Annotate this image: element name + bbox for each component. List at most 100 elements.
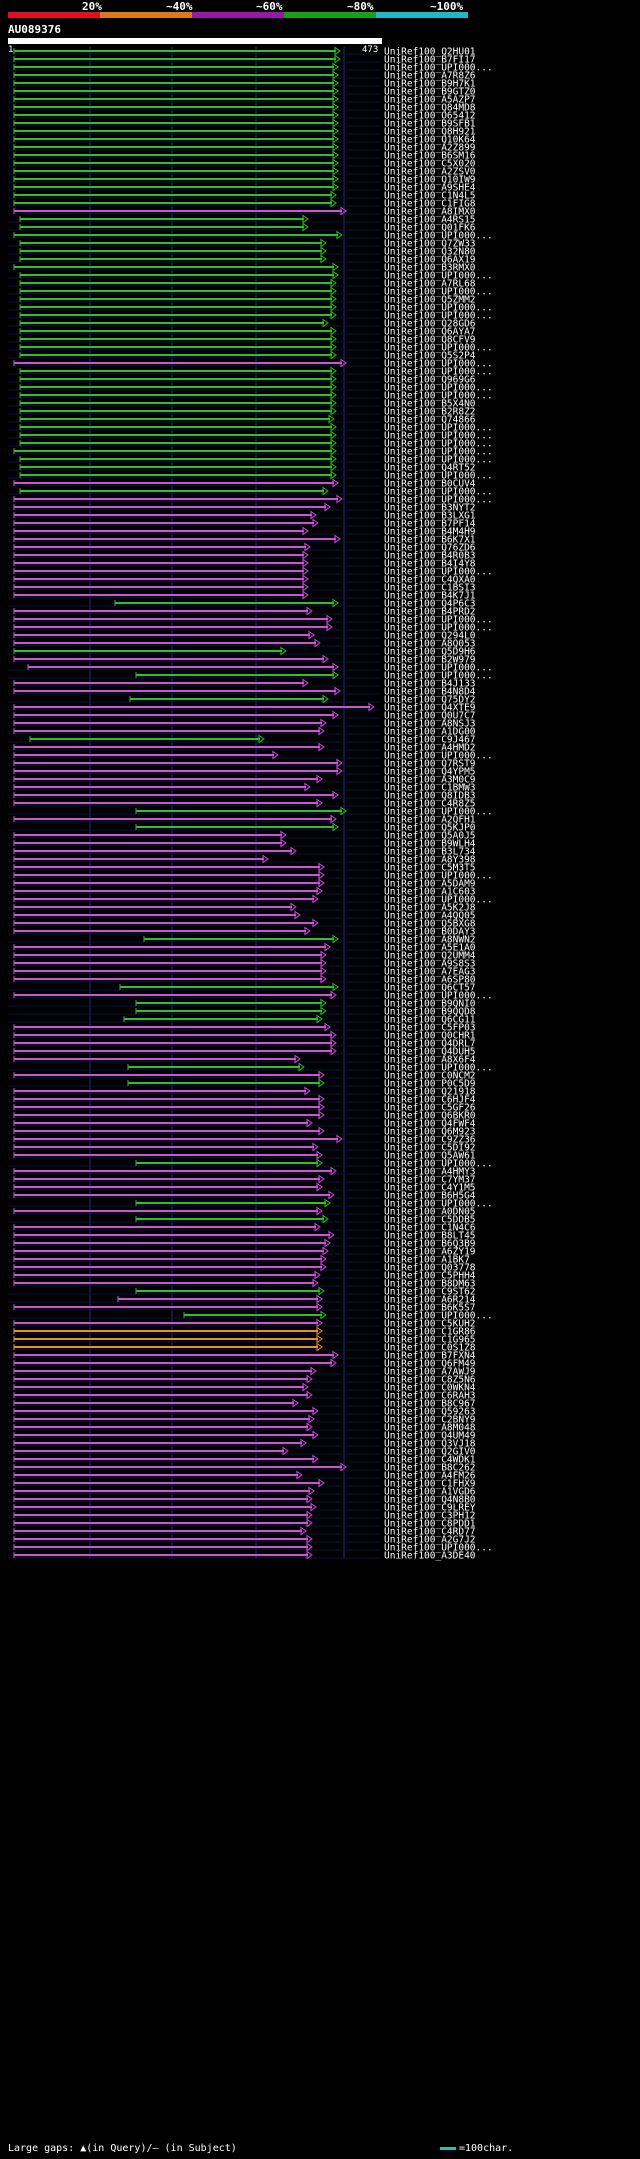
hit-name-label[interactable]: UniRef100_C5DDB5 bbox=[384, 1215, 476, 1226]
hit-name-label[interactable]: UniRef100_Q6AX19 bbox=[384, 255, 476, 266]
hit-name-label[interactable]: UniRef100_Q0CHR1 bbox=[384, 1031, 476, 1042]
hit-name-label[interactable]: UniRef100_Q3VJ18 bbox=[384, 1439, 476, 1450]
hit-name-label[interactable]: UniRef100_Q2GIV0 bbox=[384, 1447, 476, 1458]
hit-name-label[interactable]: UniRef100_Q21918 bbox=[384, 1087, 476, 1098]
hit-name-label[interactable]: UniRef100_A9S8S3 bbox=[384, 959, 476, 970]
hit-name-label[interactable]: UniRef100_Q6CT57 bbox=[384, 983, 476, 994]
hit-name-label[interactable]: UniRef100_Q32N80 bbox=[384, 247, 476, 258]
hit-name-label[interactable]: UniRef100_B7FI17 bbox=[384, 55, 476, 66]
hit-name-label[interactable]: UniRef100_A5E1A0 bbox=[384, 943, 476, 954]
hit-name-label[interactable]: UniRef100_C6HJF4 bbox=[384, 1095, 476, 1106]
hit-name-label[interactable]: UniRef100_UPI000... bbox=[384, 1199, 493, 1210]
hit-name-label[interactable]: UniRef100_A5AZP7 bbox=[384, 95, 476, 106]
hit-name-label[interactable]: UniRef100_Q4DUH5 bbox=[384, 1047, 476, 1058]
hit-name-label[interactable]: UniRef100_Q294L0 bbox=[384, 631, 476, 642]
hit-name-label[interactable]: UniRef100_B8C967 bbox=[384, 1399, 476, 1410]
hit-name-label[interactable]: UniRef100_C1BSI3 bbox=[384, 583, 476, 594]
hit-name-label[interactable]: UniRef100_UPI000... bbox=[384, 271, 493, 282]
hit-name-label[interactable]: UniRef100_C1BMW3 bbox=[384, 783, 476, 794]
hit-name-label[interactable]: UniRef100_UPI000... bbox=[384, 871, 493, 882]
hit-name-label[interactable]: UniRef100_Q4YPM5 bbox=[384, 767, 476, 778]
hit-name-label[interactable]: UniRef100_UPI000... bbox=[384, 991, 493, 1002]
hit-name-label[interactable]: UniRef100_B3L734 bbox=[384, 847, 476, 858]
hit-name-label[interactable]: UniRef100_A2G7J2 bbox=[384, 1535, 476, 1546]
hit-name-label[interactable]: UniRef100_C1N4C6 bbox=[384, 1223, 476, 1234]
hit-name-label[interactable]: UniRef100_Q5A0J5 bbox=[384, 831, 476, 842]
hit-name-label[interactable]: UniRef100_A8M048 bbox=[384, 1423, 476, 1434]
hit-name-label[interactable]: UniRef100_C5X020 bbox=[384, 159, 476, 170]
hit-name-label[interactable]: UniRef100_Q7ZW33 bbox=[384, 239, 476, 250]
hit-name-label[interactable]: UniRef100_C8PDD1 bbox=[384, 1519, 476, 1530]
hit-name-label[interactable]: UniRef100_B4PRD2 bbox=[384, 607, 476, 618]
hit-name-label[interactable]: UniRef100_C1G965 bbox=[384, 1335, 476, 1346]
hit-name-label[interactable]: UniRef100_A7AWJ9 bbox=[384, 1367, 476, 1378]
hit-name-label[interactable]: UniRef100_UPI000... bbox=[384, 455, 493, 466]
hit-name-label[interactable]: UniRef100_B0DAY3 bbox=[384, 927, 476, 938]
hit-name-label[interactable]: UniRef100_B6SM16 bbox=[384, 151, 476, 162]
hit-name-label[interactable]: UniRef100_UPI000... bbox=[384, 343, 493, 354]
hit-name-label[interactable]: UniRef100_B5X4N0 bbox=[384, 399, 476, 410]
hit-name-label[interactable]: UniRef100_A6SP80 bbox=[384, 975, 476, 986]
hit-name-label[interactable]: UniRef100_Q28GD6 bbox=[384, 319, 476, 330]
hit-name-label[interactable]: UniRef100_C4QXA0 bbox=[384, 575, 476, 586]
hit-name-label[interactable]: UniRef100_B9H7K1 bbox=[384, 79, 476, 90]
hit-name-label[interactable]: UniRef100_C1FHX9 bbox=[384, 1479, 476, 1490]
hit-name-label[interactable]: UniRef100_C9LREY bbox=[384, 1503, 476, 1514]
hit-name-label[interactable]: UniRef100_B6K5S7 bbox=[384, 1303, 476, 1314]
hit-name-label[interactable]: UniRef100_Q8CFV9 bbox=[384, 335, 476, 346]
hit-name-label[interactable]: UniRef100_C0WKN4 bbox=[384, 1383, 476, 1394]
hit-name-label[interactable]: UniRef100_C5M3T5 bbox=[384, 863, 476, 874]
hit-name-label[interactable]: UniRef100_C5FP03 bbox=[384, 1023, 476, 1034]
hit-name-label[interactable]: UniRef100_UPI000... bbox=[384, 487, 493, 498]
hit-name-label[interactable]: UniRef100_C0S1Z8 bbox=[384, 1343, 476, 1354]
hit-name-label[interactable]: UniRef100_A1VGD6 bbox=[384, 1487, 476, 1498]
hit-name-label[interactable]: UniRef100_UPI000... bbox=[384, 663, 493, 674]
hit-name-label[interactable]: UniRef100_B6K7X1 bbox=[384, 535, 476, 546]
hit-name-label[interactable]: UniRef100_Q6FM49 bbox=[384, 1359, 476, 1370]
hit-name-label[interactable]: UniRef100_B6H5G4 bbox=[384, 1191, 476, 1202]
hit-name-label[interactable]: UniRef100_C9ZZ36 bbox=[384, 1135, 476, 1146]
hit-name-label[interactable]: UniRef100_A4FM26 bbox=[384, 1471, 476, 1482]
hit-name-label[interactable]: UniRef100_C4RD77 bbox=[384, 1527, 476, 1538]
hit-name-label[interactable]: UniRef100_Q59263 bbox=[384, 1407, 476, 1418]
hit-name-label[interactable]: UniRef100_C1GR86 bbox=[384, 1327, 476, 1338]
hit-name-label[interactable]: UniRef100_C5PHH4 bbox=[384, 1271, 476, 1282]
hit-name-label[interactable]: UniRef100_UPI000... bbox=[384, 367, 493, 378]
hit-name-label[interactable]: UniRef100_B2R8Z2 bbox=[384, 407, 476, 418]
hit-name-label[interactable]: UniRef100_B4M4H9 bbox=[384, 527, 476, 538]
hit-name-label[interactable]: UniRef100_A8NWN2 bbox=[384, 935, 476, 946]
hit-name-label[interactable]: UniRef100_Q6AYA7 bbox=[384, 327, 476, 338]
hit-name-label[interactable]: UniRef100_B9SFB1 bbox=[384, 119, 476, 130]
hit-name-label[interactable]: UniRef100_Q5S2P4 bbox=[384, 351, 476, 362]
hit-name-label[interactable]: UniRef100_UPI000... bbox=[384, 303, 493, 314]
hit-name-label[interactable]: UniRef100_Q5D9H6 bbox=[384, 647, 476, 658]
hit-name-label[interactable]: UniRef100_A7EAG3 bbox=[384, 967, 476, 978]
hit-name-label[interactable]: UniRef100_A4RS15 bbox=[384, 215, 476, 226]
hit-name-label[interactable]: UniRef100_C0NCM2 bbox=[384, 1071, 476, 1082]
hit-name-label[interactable]: UniRef100_B4N8D4 bbox=[384, 687, 476, 698]
hit-name-label[interactable]: UniRef100_UPI000... bbox=[384, 231, 493, 242]
hit-name-label[interactable]: UniRef100_A4QQ05 bbox=[384, 911, 476, 922]
hit-name-label[interactable]: UniRef100_UPI000... bbox=[384, 1311, 493, 1322]
hit-name-label[interactable]: UniRef100_C5GF26 bbox=[384, 1103, 476, 1114]
hit-name-label[interactable]: UniRef100_A2QFH1 bbox=[384, 815, 476, 826]
hit-name-label[interactable]: UniRef100_A8Q053 bbox=[384, 639, 476, 650]
hit-name-label[interactable]: UniRef100_A8IMX0 bbox=[384, 207, 476, 218]
hit-name-label[interactable]: UniRef100_Q8IDB3 bbox=[384, 791, 476, 802]
hit-name-label[interactable]: UniRef100_B4I4Y8 bbox=[384, 559, 476, 570]
hit-name-label[interactable]: UniRef100_C9ST62 bbox=[384, 1287, 476, 1298]
hit-name-label[interactable]: UniRef100_UPI000... bbox=[384, 1159, 493, 1170]
hit-name-label[interactable]: UniRef100_C4WDK1 bbox=[384, 1455, 476, 1466]
hit-name-label[interactable]: UniRef100_UPI000... bbox=[384, 495, 493, 506]
hit-name-label[interactable]: UniRef100_C1FIG8 bbox=[384, 199, 476, 210]
hit-name-label[interactable]: UniRef100_Q5AW61 bbox=[384, 1151, 476, 1162]
hit-name-label[interactable]: UniRef100_C7YM37 bbox=[384, 1175, 476, 1186]
hit-name-label[interactable]: UniRef100_UPI000... bbox=[384, 1543, 493, 1554]
hit-name-label[interactable]: UniRef100_B8C262 bbox=[384, 1463, 476, 1474]
hit-name-label[interactable]: UniRef100_B4K7J1 bbox=[384, 591, 476, 602]
hit-name-label[interactable]: UniRef100_A6ZY19 bbox=[384, 1247, 476, 1258]
hit-name-label[interactable]: UniRef100_UPI000... bbox=[384, 391, 493, 402]
hit-name-label[interactable]: UniRef100_C4R8Z5 bbox=[384, 799, 476, 810]
hit-name-label[interactable]: UniRef100_B9QNI0 bbox=[384, 999, 476, 1010]
hit-name-label[interactable]: UniRef100_B0CUV4 bbox=[384, 479, 476, 490]
